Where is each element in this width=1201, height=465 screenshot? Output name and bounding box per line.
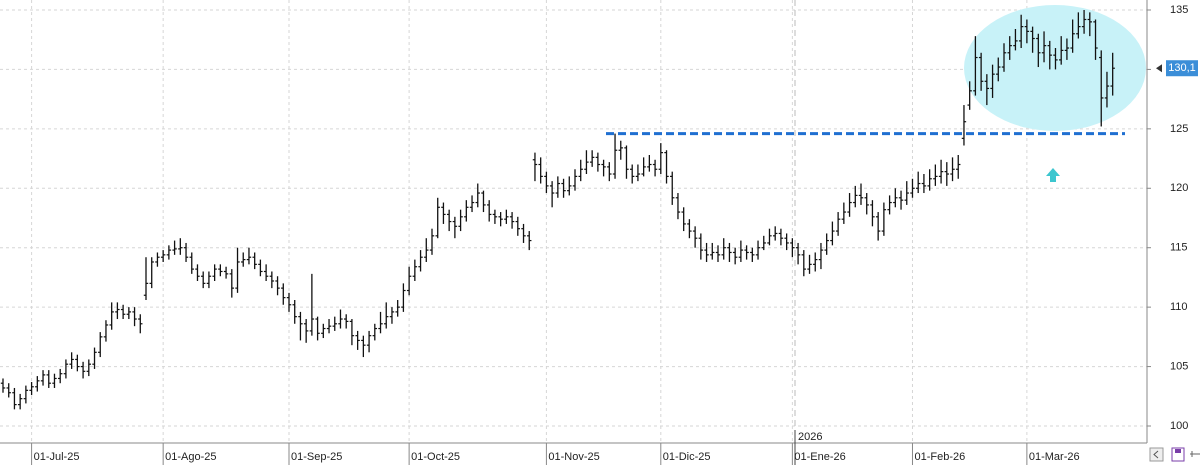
x-tick-label: 01-Nov-25 [548,451,599,463]
x-tick-label: 01-Ene-26 [794,451,845,463]
pan-icon[interactable] [1190,451,1200,457]
x-tick-label: 01-Oct-25 [411,451,460,463]
last-price-box [1166,60,1198,77]
y-tick-label: 135 [1170,4,1188,16]
x-tick-label: 01-Jul-25 [34,451,80,463]
y-tick-label: 120 [1170,182,1188,194]
y-tick-label: 125 [1170,123,1188,135]
y-tick-label: 100 [1170,420,1188,432]
x-tick-label: 01-Mar-26 [1029,451,1080,463]
x-tick-label: 01-Ago-25 [165,451,216,463]
save-icon [1175,449,1181,453]
y-tick-label: 110 [1170,301,1188,313]
year-label: 2026 [798,431,822,443]
bars [0,9,1125,410]
x-tick-label: 01-Dic-25 [663,451,711,463]
x-tick-label: 01-Sep-25 [291,451,342,463]
up-arrow [1046,168,1060,182]
y-tick-label: 115 [1170,242,1188,254]
nav-icon [1153,450,1159,459]
nav-button[interactable] [1149,447,1164,462]
last-price-pointer [1156,64,1162,73]
x-tick-label: 01-Feb-26 [914,451,965,463]
last-price-label: 130,1 [1168,62,1196,74]
axes: 10010511011512012513013501-Jul-2501-Ago-… [31,4,1198,465]
y-tick-label: 105 [1170,360,1188,372]
